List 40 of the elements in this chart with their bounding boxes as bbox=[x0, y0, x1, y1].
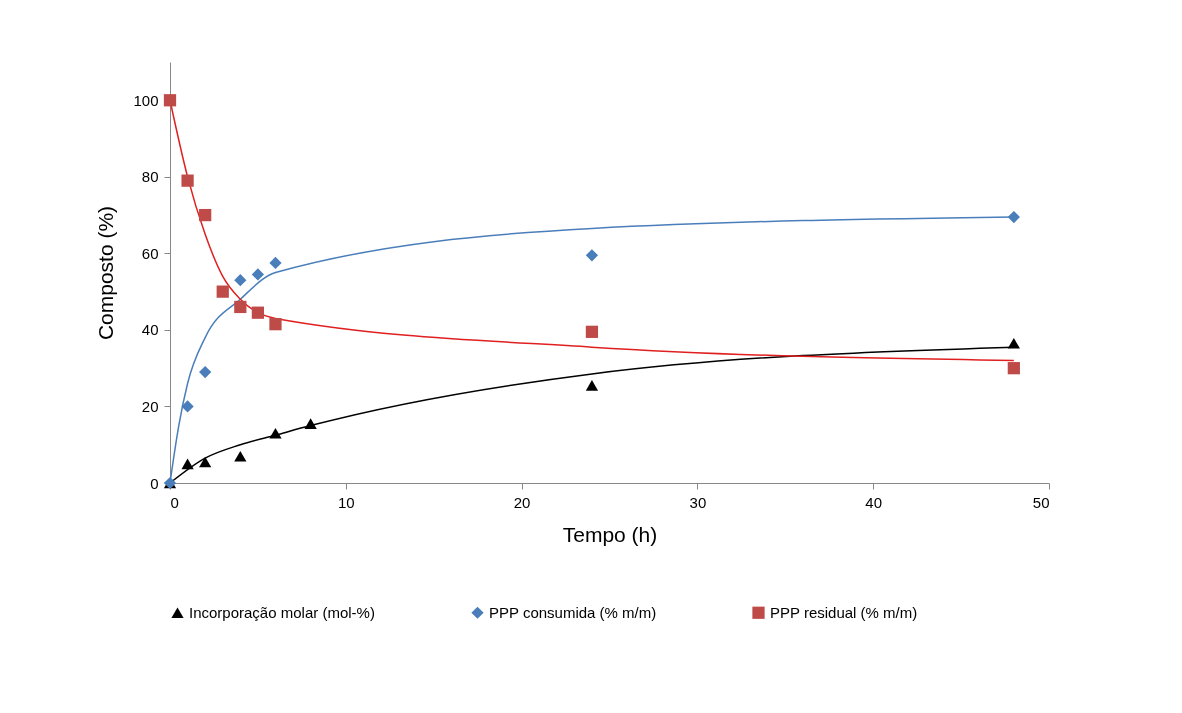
point bbox=[181, 458, 194, 470]
point bbox=[163, 94, 177, 107]
point bbox=[269, 427, 282, 439]
point bbox=[269, 256, 282, 270]
point bbox=[199, 365, 212, 379]
point bbox=[269, 318, 282, 331]
y-tick-label: 80 bbox=[141, 168, 159, 186]
x-tick-label: 0 bbox=[170, 493, 179, 511]
y-tick-label: 20 bbox=[141, 397, 159, 415]
x-axis-title: Tempo (h) bbox=[562, 522, 658, 546]
point bbox=[199, 456, 212, 468]
point bbox=[251, 306, 265, 319]
point bbox=[199, 208, 212, 222]
x-tick-label: 50 bbox=[1032, 493, 1050, 511]
point bbox=[585, 325, 599, 338]
point bbox=[1007, 338, 1020, 349]
y-tick-label: 100 bbox=[133, 91, 159, 109]
point bbox=[1007, 362, 1020, 375]
legend-label: PPP consumida (% m/m) bbox=[489, 603, 657, 621]
point bbox=[585, 249, 599, 262]
legend-label: Incorporação molar (mol-%) bbox=[189, 603, 375, 621]
y-tick-label: 0 bbox=[150, 474, 159, 492]
x-tick-label: 30 bbox=[689, 493, 707, 511]
point bbox=[181, 400, 194, 413]
point bbox=[216, 285, 229, 298]
point bbox=[585, 380, 599, 391]
point bbox=[1007, 210, 1020, 224]
point bbox=[181, 174, 194, 187]
legend-label: PPP residual (% m/m) bbox=[770, 603, 918, 621]
point bbox=[251, 268, 265, 281]
x-tick-label: 20 bbox=[513, 493, 531, 511]
y-axis-title: Composto (%) bbox=[94, 205, 118, 341]
x-tick-label: 40 bbox=[865, 493, 883, 511]
point bbox=[304, 418, 317, 429]
point bbox=[234, 300, 247, 314]
y-tick-label: 60 bbox=[141, 244, 159, 262]
point bbox=[234, 274, 247, 287]
y-tick-label: 40 bbox=[141, 321, 159, 339]
point bbox=[234, 450, 247, 462]
x-tick-label: 10 bbox=[337, 493, 355, 511]
